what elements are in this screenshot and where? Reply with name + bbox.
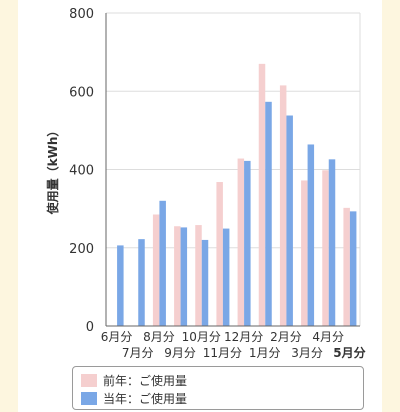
bar-previous-year [195, 225, 202, 326]
legend-item-previous-year: 前年：ご使用量 [81, 371, 355, 389]
bar-previous-year [301, 180, 308, 326]
chart-card [18, 0, 382, 412]
legend-label-previous-year: 前年：ご使用量 [103, 373, 188, 388]
y-tick-label: 800 [69, 7, 94, 22]
y-tick-label: 200 [69, 242, 94, 257]
x-tick-label: 11月分 [203, 346, 242, 360]
x-tick-label: 12月分 [224, 330, 263, 344]
bar-previous-year [322, 170, 329, 326]
bar-current-year [201, 239, 209, 326]
bar-previous-year [174, 226, 181, 326]
bar-current-year [265, 101, 272, 326]
bar-previous-year [216, 182, 223, 326]
legend-item-current-year: 当年：ご使用量 [81, 389, 355, 407]
legend-swatch-previous-year [81, 373, 97, 387]
bar-current-year [159, 200, 166, 326]
x-tick-label: 3月分 [291, 346, 323, 360]
bar-current-year [138, 239, 145, 326]
bar-current-year [117, 245, 124, 326]
bar-previous-year [152, 214, 160, 326]
x-tick-label: 10月分 [182, 330, 221, 344]
bar-previous-year [279, 85, 287, 326]
x-tick-label: 1月分 [249, 346, 281, 360]
x-tick-label: 4月分 [312, 330, 344, 344]
y-tick-label: 400 [69, 164, 94, 179]
legend: 前年：ご使用量 当年：ご使用量 [72, 366, 364, 410]
bar-current-year [222, 228, 230, 326]
bar-previous-year [343, 207, 350, 326]
x-tick-label: 9月分 [164, 346, 196, 360]
x-tick-label: 6月分 [101, 330, 133, 344]
y-axis-label: 使用量（kWh） [45, 125, 60, 216]
bar-current-year [349, 211, 357, 326]
bar-previous-year [258, 63, 266, 327]
x-tick-label: 2月分 [270, 330, 302, 344]
bar-previous-year [237, 158, 245, 326]
x-tick-label: 7月分 [122, 346, 154, 360]
bar-current-year [244, 160, 251, 326]
bar-current-year [286, 115, 293, 326]
legend-swatch-current-year [81, 391, 97, 405]
x-tick-label: 8月分 [143, 330, 175, 344]
legend-label-current-year: 当年：ご使用量 [103, 391, 188, 406]
bar-current-year [180, 227, 188, 326]
y-tick-label: 600 [69, 85, 94, 100]
y-tick-label: 0 [86, 320, 94, 335]
bar-current-year [307, 144, 315, 326]
x-tick-label: 5月分 [333, 345, 365, 360]
bar-current-year [328, 159, 336, 326]
